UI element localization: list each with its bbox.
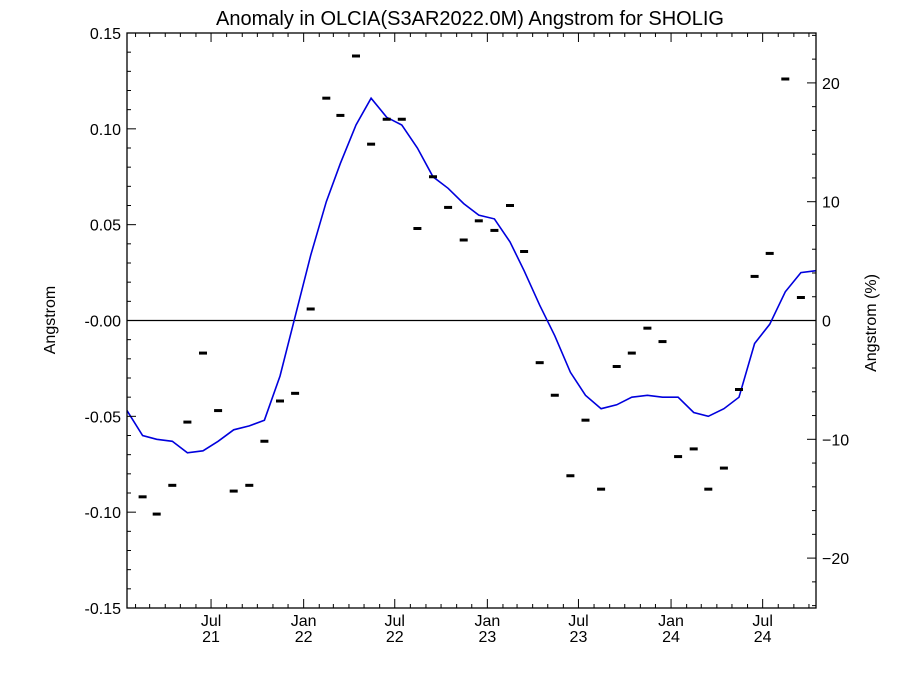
y-tick-label: -0.05: [85, 409, 122, 426]
data-marker: [704, 487, 713, 491]
data-marker: [674, 455, 683, 459]
y-tick-label: -0.15: [85, 601, 122, 618]
data-marker: [138, 495, 147, 499]
y-axis-left: 0.15 0.10 0.05 -0.00 -0.05 -0.10 -0.15: [85, 26, 136, 618]
anomaly-line-group: [126, 96, 817, 454]
y-tick-label: -0.00: [85, 314, 122, 331]
y-right-tick-label: 10: [822, 195, 840, 212]
y-tick-label: 0.10: [90, 122, 121, 139]
data-marker: [796, 296, 805, 299]
y-axis-label-right: Angstrom (%): [863, 274, 880, 372]
data-marker: [260, 439, 269, 443]
data-marker: [444, 205, 453, 209]
data-marker: [428, 175, 437, 179]
y-axis-right: 20 10 0 −10 −20: [807, 34, 849, 607]
plot-area: [126, 32, 817, 609]
data-marker: [152, 512, 161, 516]
data-marker: [459, 238, 468, 242]
data-marker: [229, 489, 238, 493]
data-marker: [627, 351, 636, 355]
data-marker: [581, 418, 590, 422]
data-marker: [322, 96, 331, 100]
data-marker: [168, 483, 177, 487]
data-marker: [658, 340, 667, 344]
y-right-tick-label: −10: [822, 432, 849, 449]
data-marker: [413, 227, 422, 230]
x-tick-month-label: Jan: [291, 613, 317, 630]
x-tick-month-label: Jul: [385, 613, 405, 630]
data-marker: [506, 204, 515, 207]
x-tick-month-label: Jul: [201, 613, 221, 630]
data-marker: [245, 483, 254, 487]
data-marker: [382, 117, 391, 121]
data-marker: [291, 391, 300, 395]
x-tick-month-label: Jan: [474, 613, 500, 630]
data-marker: [765, 251, 774, 255]
x-tick-month-label: Jul: [752, 613, 772, 630]
y-tick-label: -0.10: [85, 505, 122, 522]
x-tick-year-label: 23: [478, 629, 496, 646]
y-tick-label: 0.15: [90, 26, 121, 43]
y-right-tick-label: 0: [822, 314, 831, 331]
x-tick-year-label: 21: [202, 629, 220, 646]
data-marker: [734, 388, 743, 391]
data-marker: [612, 365, 621, 368]
data-marker: [306, 307, 315, 311]
data-marker: [750, 274, 759, 278]
data-marker: [550, 393, 559, 397]
chart-title: Anomaly in OLCIA(S3AR2022.0M) Angstrom f…: [216, 8, 724, 30]
data-marker: [689, 447, 698, 451]
data-marker: [490, 228, 499, 232]
x-tick-year-label: 22: [295, 629, 313, 646]
data-marker: [336, 113, 345, 117]
data-marker: [566, 474, 575, 478]
data-marker: [643, 326, 652, 330]
data-marker: [198, 351, 207, 355]
data-marker: [474, 219, 483, 223]
data-marker: [597, 487, 606, 491]
data-marker: [520, 250, 529, 253]
x-tick-year-label: 24: [662, 629, 680, 646]
data-marker: [781, 77, 790, 81]
markers-group: [138, 54, 805, 516]
x-tick-month-label: Jan: [658, 613, 684, 630]
anomaly-line: [126, 96, 817, 454]
x-tick-year-label: 23: [570, 629, 588, 646]
x-tick-month-label: Jul: [568, 613, 588, 630]
y-right-tick-label: −20: [822, 551, 849, 568]
data-marker: [397, 117, 406, 121]
data-marker: [214, 409, 223, 413]
data-marker: [367, 142, 376, 146]
data-marker: [535, 361, 544, 365]
x-tick-year-label: 24: [754, 629, 772, 646]
data-marker: [275, 399, 284, 403]
data-marker: [719, 466, 728, 470]
data-marker: [351, 54, 360, 58]
y-tick-label: 0.05: [90, 218, 121, 235]
y-right-tick-label: 20: [822, 76, 840, 93]
y-axis-label-left: Angstrom: [42, 286, 59, 354]
data-marker: [183, 420, 192, 424]
x-tick-year-label: 22: [386, 629, 404, 646]
